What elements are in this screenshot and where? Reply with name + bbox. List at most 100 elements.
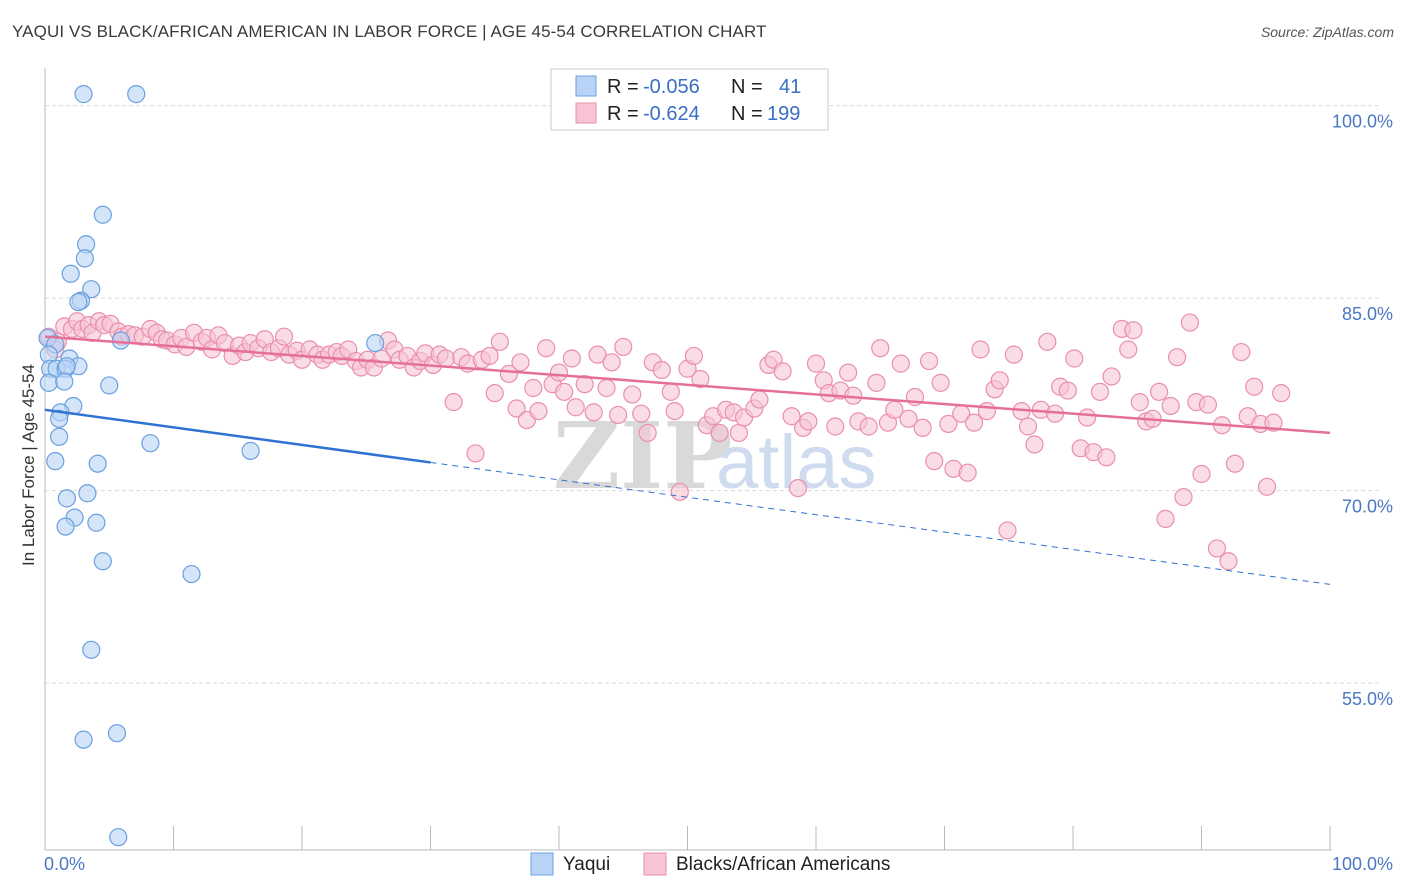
legend-n-value-1: 41 (779, 76, 801, 98)
black-point-143 (971, 340, 990, 359)
black-point-178 (1198, 395, 1218, 414)
x-tick-label-1: 100.0% (1332, 854, 1393, 874)
black-point-177 (1192, 464, 1211, 484)
yaqui-point-36 (93, 552, 112, 571)
yaqui-point-19 (57, 357, 76, 376)
yaqui-point-8 (69, 292, 88, 312)
black-point-179 (1207, 539, 1227, 558)
black-point-88 (602, 353, 621, 372)
black-point-137 (931, 373, 950, 392)
y-tick-label-2: 85.0% (1342, 304, 1393, 324)
black-point-181 (1219, 552, 1238, 571)
black-point-86 (588, 345, 607, 364)
yaqui-point-28 (241, 441, 260, 460)
black-point-167 (1130, 393, 1149, 412)
black-point-95 (652, 360, 671, 380)
black-point-69 (480, 346, 499, 366)
axis-labels: 55.0% 70.0% 85.0% 100.0% 0.0% 100.0% In Labor … (19, 112, 1393, 874)
black-point-92 (632, 404, 651, 423)
black-point-100 (684, 346, 704, 366)
yaqui-point-40 (107, 724, 127, 743)
legend-r-value-2: -0.624 (643, 103, 700, 125)
black-point-165 (1119, 340, 1138, 359)
black-point-147 (998, 521, 1017, 540)
black-point-151 (1025, 435, 1044, 454)
black-point-144 (977, 402, 997, 421)
black-point-135 (919, 351, 939, 371)
black-points (39, 312, 1291, 571)
black-point-118 (806, 354, 826, 373)
black-point-126 (859, 417, 878, 436)
black-point-123 (839, 363, 858, 382)
black-point-98 (670, 482, 689, 502)
black-point-77 (529, 402, 548, 421)
legend-r-label-2: R = (607, 103, 639, 125)
black-point-134 (913, 418, 932, 437)
black-point-187 (1257, 477, 1277, 496)
yaqui-point-6 (82, 280, 101, 299)
black-point-156 (1058, 381, 1077, 400)
series-legend-label-black: Blacks/African Americans (676, 854, 890, 875)
black-point-132 (899, 409, 918, 428)
legend-swatch-yaqui (575, 75, 597, 97)
black-point-93 (638, 423, 657, 443)
black-point-107 (729, 423, 749, 443)
legend-swatch-black (575, 102, 597, 124)
yaqui-points (38, 85, 385, 847)
black-point-162 (1097, 448, 1116, 467)
yaqui-point-5 (61, 264, 80, 283)
black-point-163 (1102, 367, 1121, 386)
yaqui-point-0 (74, 85, 93, 104)
legend-n-label-2: N = (731, 103, 763, 125)
yaqui-point-31 (78, 484, 97, 503)
black-trend-line (44, 335, 1331, 435)
yaqui-point-27 (141, 434, 160, 453)
stats-legend: R = -0.056 N = 41 R = -0.624 N = 199 (550, 68, 829, 131)
black-point-113 (773, 362, 792, 381)
black-point-153 (1038, 332, 1057, 351)
black-point-188 (1264, 413, 1283, 432)
black-point-148 (1004, 345, 1023, 364)
black-point-110 (750, 390, 769, 409)
black-point-166 (1124, 321, 1143, 340)
yaqui-point-41 (109, 828, 128, 847)
series-legend-swatch-yaqui (530, 852, 554, 876)
black-point-87 (597, 378, 616, 398)
yaqui-point-11 (111, 331, 130, 350)
black-point-136 (925, 452, 944, 471)
black-point-64 (444, 393, 463, 412)
legend-n-label-1: N = (731, 76, 763, 98)
series-legend-swatch-black (643, 852, 667, 876)
black-point-159 (1078, 408, 1097, 427)
black-point-80 (549, 363, 569, 382)
black-point-38 (274, 327, 294, 346)
series-legend-label-yaqui: Yaqui (563, 854, 610, 875)
black-point-183 (1232, 342, 1251, 362)
black-point-67 (466, 444, 485, 463)
yaqui-point-38 (82, 640, 101, 659)
black-point-170 (1149, 382, 1169, 401)
black-point-91 (623, 385, 642, 404)
black-point-182 (1225, 454, 1245, 473)
black-point-128 (871, 339, 890, 358)
yaqui-point-35 (56, 517, 75, 536)
black-point-185 (1245, 377, 1264, 396)
black-point-172 (1161, 396, 1180, 416)
black-point-76 (524, 378, 543, 398)
black-point-72 (499, 364, 518, 383)
yaqui-point-37 (182, 564, 201, 584)
black-point-85 (584, 403, 603, 422)
black-point-83 (566, 398, 585, 417)
black-point-74 (511, 353, 530, 372)
black-point-171 (1156, 509, 1175, 529)
yaqui-point-20 (39, 373, 58, 392)
axes (44, 68, 1332, 851)
black-point-81 (555, 382, 574, 401)
yaqui-point-12 (366, 333, 385, 353)
black-point-115 (788, 479, 808, 498)
chart-title: YAQUI VS BLACK/AFRICAN AMERICAN IN LABOR… (12, 22, 767, 41)
black-point-70 (485, 384, 504, 403)
black-point-121 (826, 417, 845, 436)
black-point-138 (939, 414, 958, 434)
yaqui-trend-line (44, 408, 431, 464)
